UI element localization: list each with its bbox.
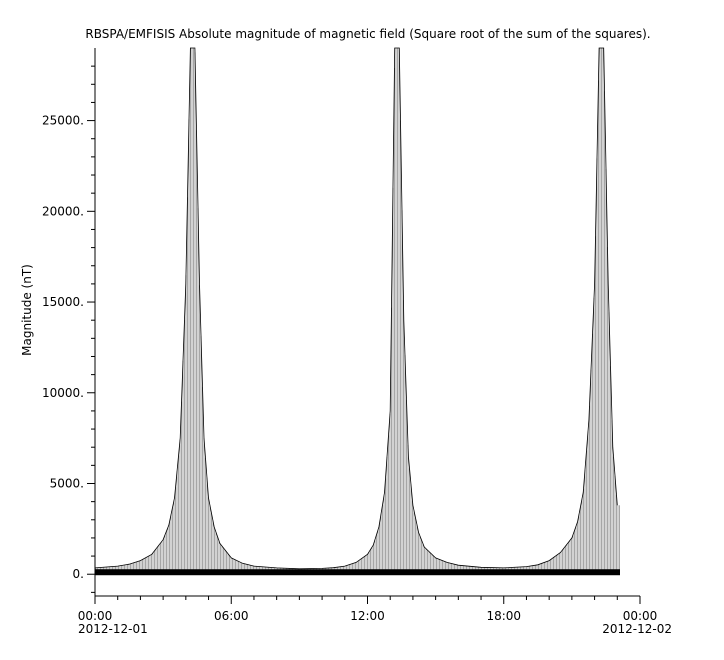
series-0-baseline-band (95, 569, 620, 576)
axes-layer: 0. 5000. 10000. 15000. 20000. 25000. 00:00 06:0… (42, 48, 672, 636)
series-0-envelope (94, 47, 618, 570)
x-tick-label: 00:00 (623, 609, 658, 623)
chart-title: RBSPA/EMFISIS Absolute magnitude of magn… (85, 27, 650, 41)
y-tick-label: 25000. (42, 114, 84, 128)
y-tick-label: 20000. (42, 204, 84, 218)
x-date-label-start: 2012-12-01 (78, 622, 148, 636)
x-tick-label: 00:00 (78, 609, 113, 623)
y-tick-label: 0. (73, 567, 84, 581)
x-tick-label: 18:00 (486, 609, 521, 623)
x-date-label-end: 2012-12-02 (602, 622, 672, 636)
y-tick-label: 10000. (42, 386, 84, 400)
y-tick-label: 15000. (42, 295, 84, 309)
y-axis-label: Magnitude (nT) (20, 264, 34, 356)
data-layer (94, 47, 620, 576)
x-tick-label: 06:00 (214, 609, 249, 623)
y-tick-label: 5000. (50, 476, 84, 490)
x-tick-label: 12:00 (350, 609, 385, 623)
